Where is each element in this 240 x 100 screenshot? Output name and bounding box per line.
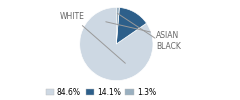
Text: WHITE: WHITE xyxy=(60,12,125,63)
Text: BLACK: BLACK xyxy=(117,13,181,51)
Text: ASIAN: ASIAN xyxy=(106,22,179,40)
Wedge shape xyxy=(80,7,153,81)
Legend: 84.6%, 14.1%, 1.3%: 84.6%, 14.1%, 1.3% xyxy=(42,85,159,100)
Wedge shape xyxy=(116,8,147,44)
Wedge shape xyxy=(116,7,119,44)
